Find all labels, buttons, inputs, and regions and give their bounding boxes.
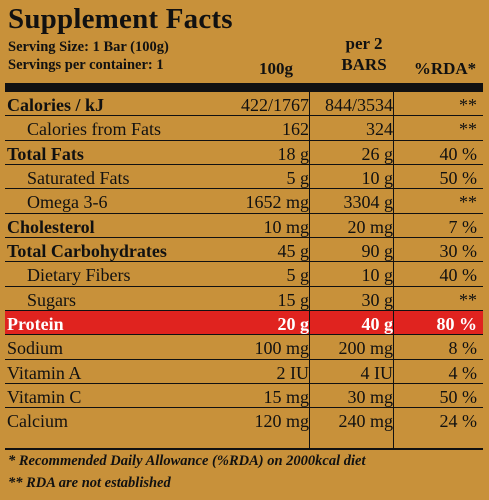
value-per-2-bars: 90 g	[361, 240, 394, 261]
serving-size: Serving Size: 1 Bar (100g)	[8, 39, 169, 55]
nutrient-row-sodium: Sodium 100 mg 200 mg 8 %	[5, 335, 483, 360]
value-per-100g: 45 g	[277, 240, 310, 261]
nutrient-row-vitamin-c: Vitamin C 15 mg 30 mg 50 %	[5, 384, 483, 409]
value-rda: **	[459, 119, 477, 140]
nutrient-label: Sodium	[7, 338, 64, 359]
value-per-100g: 5 g	[286, 265, 310, 286]
value-rda: **	[459, 95, 477, 115]
value-per-100g: 5 g	[286, 167, 310, 188]
value-per-2-bars: 30 g	[361, 289, 394, 310]
nutrient-row-total-fats: Total Fats 18 g 26 g 40 %	[5, 141, 483, 165]
value-rda: **	[459, 192, 477, 213]
value-per-2-bars: 30 mg	[347, 386, 393, 407]
value-per-2-bars: 40 g	[361, 313, 394, 334]
nutrient-row-protein: Protein 20 g 40 g 80 %	[5, 310, 483, 336]
value-rda: 40 %	[439, 143, 478, 164]
value-rda: 24 %	[439, 411, 478, 432]
nutrient-label: Calories from Fats	[27, 119, 161, 140]
value-rda: 50 %	[439, 167, 478, 188]
value-per-100g: 10 mg	[263, 216, 309, 237]
nutrient-row-omega-3-6: Omega 3-6 1652 mg 3304 g **	[5, 189, 483, 214]
nutrient-row-dietary-fibers: Dietary Fibers 5 g 10 g 40 %	[5, 262, 483, 287]
column-header-bars: BARS	[341, 55, 387, 74]
footnote-rda: * Recommended Daily Allowance (%RDA) on …	[8, 453, 366, 469]
value-per-100g: 2 IU	[276, 362, 310, 383]
value-per-2-bars: 4 IU	[360, 362, 394, 383]
value-per-100g: 20 g	[277, 313, 310, 334]
value-per-100g: 15 g	[277, 289, 310, 310]
nutrient-label: Total Fats	[7, 143, 84, 164]
value-rda: 7 %	[448, 216, 478, 237]
nutrient-row-total-carbohydrates: Total Carbohydrates 45 g 90 g 30 %	[5, 238, 483, 263]
value-per-2-bars: 26 g	[361, 143, 394, 164]
nutrient-row-cholesterol: Cholesterol 10 mg 20 mg 7 %	[5, 214, 483, 238]
value-per-2-bars: 844/3534	[324, 95, 393, 115]
value-rda: 8 %	[448, 338, 478, 359]
value-per-2-bars: 200 mg	[338, 338, 393, 359]
panel-title: Supplement Facts	[8, 3, 233, 35]
value-per-2-bars: 10 g	[361, 265, 394, 286]
column-header-rda: %RDA*	[413, 59, 477, 78]
value-per-100g: 15 mg	[263, 386, 309, 407]
nutrient-row-calories: Calories / kJ 422/1767 844/3534 **	[5, 92, 483, 117]
nutrient-label: Total Carbohydrates	[7, 240, 167, 261]
value-rda: 40 %	[439, 265, 478, 286]
value-per-100g: 162	[282, 119, 309, 140]
value-per-100g: 1652 mg	[245, 192, 309, 213]
value-rda: 4 %	[448, 362, 478, 383]
servings-per-container: Servings per container: 1	[8, 57, 164, 73]
value-rda: 30 %	[439, 240, 478, 261]
nutrient-label: Vitamin C	[7, 386, 82, 407]
nutrient-label: Cholesterol	[7, 216, 95, 237]
nutrient-label: Calcium	[7, 411, 68, 432]
nutrient-row-saturated-fats: Saturated Fats 5 g 10 g 50 %	[5, 165, 483, 190]
column-divider-1	[309, 92, 311, 448]
column-divider-2	[393, 92, 395, 448]
column-header-per-2: per 2	[345, 34, 383, 53]
value-per-100g: 18 g	[277, 143, 310, 164]
value-per-100g: 120 mg	[254, 411, 309, 432]
value-per-100g: 422/1767	[240, 95, 309, 115]
footer-divider	[5, 448, 483, 450]
nutrient-row-sugars: Sugars 15 g 30 g **	[5, 287, 483, 311]
value-per-2-bars: 10 g	[361, 167, 394, 188]
nutrient-label: Dietary Fibers	[27, 265, 131, 286]
value-rda: 80 %	[436, 313, 478, 334]
nutrient-label: Vitamin A	[7, 362, 82, 383]
value-per-2-bars: 20 mg	[347, 216, 393, 237]
value-per-2-bars: 3304 g	[343, 192, 394, 213]
value-per-2-bars: 324	[366, 119, 393, 140]
nutrient-label: Protein	[7, 313, 64, 334]
nutrient-row-calcium: Calcium 120 mg 240 mg 24 %	[5, 408, 483, 432]
header-divider	[5, 83, 483, 92]
value-rda: 50 %	[439, 386, 478, 407]
column-header-100g: 100g	[259, 59, 293, 78]
value-per-100g: 100 mg	[254, 338, 309, 359]
nutrient-label: Saturated Fats	[27, 167, 130, 188]
value-rda: **	[459, 289, 477, 310]
value-per-2-bars: 240 mg	[338, 411, 393, 432]
nutrient-table: Calories / kJ 422/1767 844/3534 ** Calor…	[5, 92, 483, 433]
nutrient-label: Sugars	[27, 289, 76, 310]
nutrient-row-calories-from-fats: Calories from Fats 162 324 **	[5, 116, 483, 141]
nutrient-label: Omega 3-6	[27, 192, 108, 213]
footnote-not-established: ** RDA are not established	[8, 475, 171, 491]
nutrient-row-vitamin-a: Vitamin A 2 IU 4 IU 4 %	[5, 360, 483, 384]
nutrient-label: Calories / kJ	[7, 95, 104, 115]
